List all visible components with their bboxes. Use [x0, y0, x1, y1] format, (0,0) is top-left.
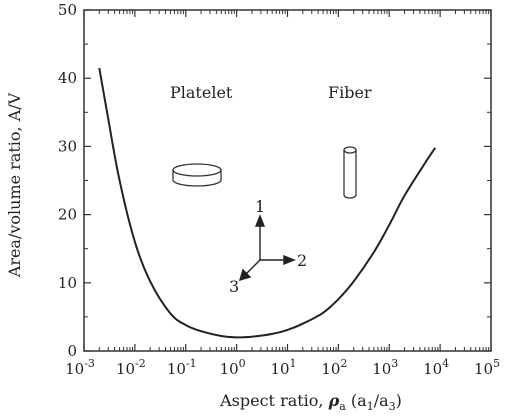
- x-tick-label: 10-3: [65, 357, 95, 378]
- y-tick-label: 10: [58, 274, 77, 292]
- x-tick-label: 10-2: [116, 357, 146, 378]
- plot-area-frame: [83, 9, 492, 352]
- fiber-label: Fiber: [328, 83, 372, 102]
- x-tick-label: 102: [321, 357, 347, 378]
- x-tick-label: 10-1: [167, 357, 197, 378]
- x-axis-label: Aspect ratio, ρa (a1/a3): [219, 391, 402, 413]
- coordinate-axes-icon: [238, 214, 296, 282]
- x-tick-label: 104: [423, 357, 449, 378]
- platelet-label: Platelet: [170, 83, 233, 102]
- y-tick-label: 30: [58, 137, 77, 155]
- x-tick-label: 101: [270, 357, 296, 378]
- axis-3-label: 3: [229, 277, 239, 296]
- y-axis-label: Area/volume ratio, A/V: [5, 92, 24, 278]
- y-tick-label: 40: [58, 69, 77, 87]
- area-volume-curve: [98, 67, 437, 339]
- x-tick-label: 100: [220, 357, 246, 378]
- y-tick-label: 0: [67, 342, 77, 360]
- fiber-shape-icon: [343, 146, 357, 199]
- x-tick-label: 105: [474, 357, 500, 378]
- x-tick-label: 103: [372, 357, 398, 378]
- y-tick-label: 20: [58, 206, 77, 224]
- platelet-shape-icon: [172, 163, 222, 187]
- y-tick-label: 50: [58, 1, 77, 19]
- axis-1-label: 1: [255, 197, 265, 216]
- axis-2-label: 2: [297, 251, 307, 270]
